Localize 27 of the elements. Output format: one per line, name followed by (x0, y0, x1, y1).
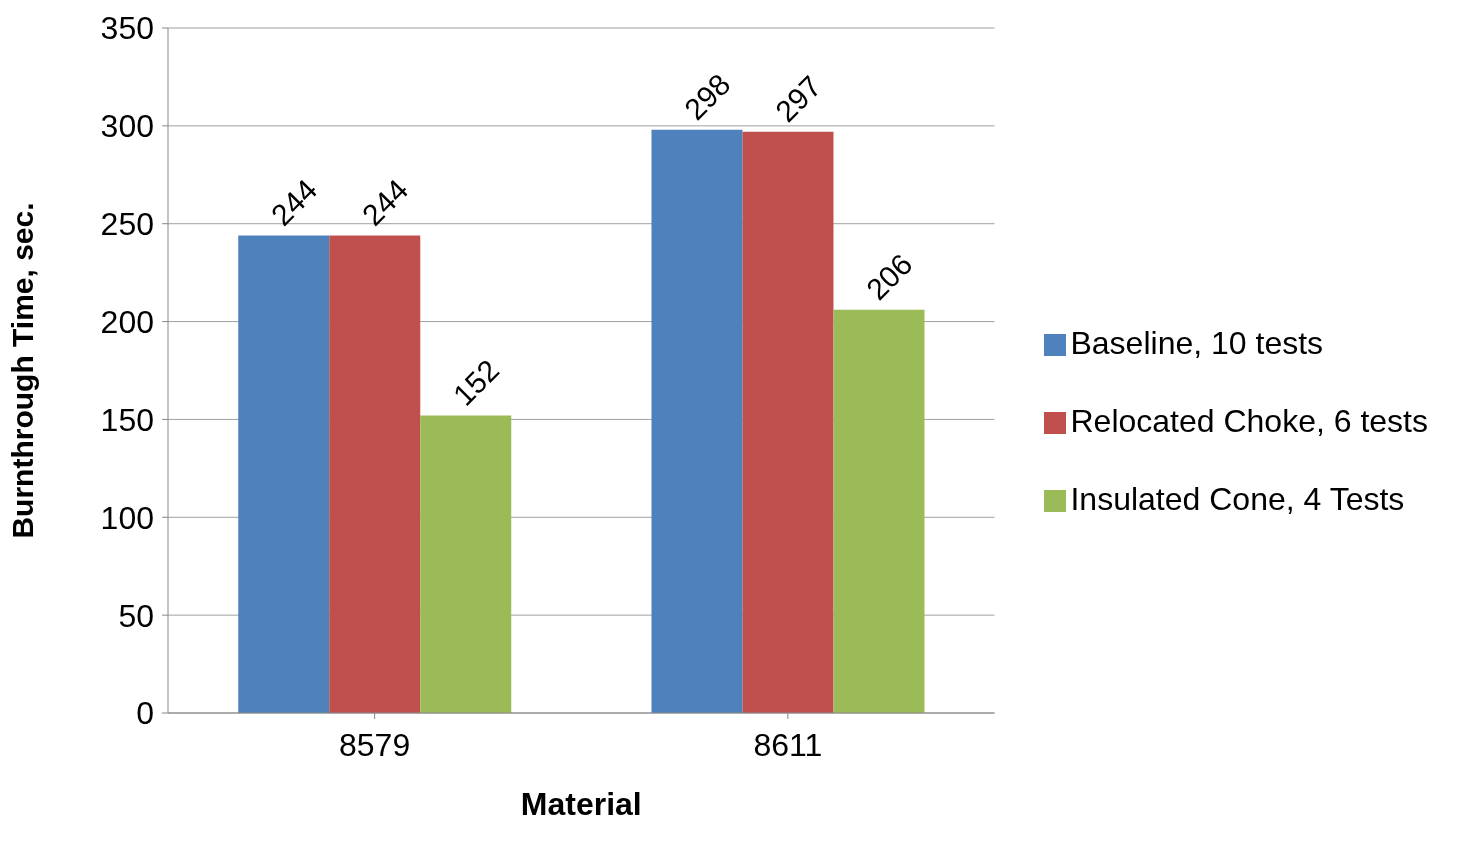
y-tick-label: 150 (100, 401, 154, 438)
y-tick-label: 250 (100, 206, 154, 243)
x-axis-title: Material (520, 786, 642, 822)
legend-label: Insulated Cone, 4 Tests (1070, 480, 1405, 517)
y-tick-label: 350 (100, 10, 154, 47)
bar (238, 235, 330, 713)
data-label: 298 (677, 67, 737, 127)
bar (651, 129, 743, 713)
data-label: 244 (355, 172, 415, 232)
x-tick-label: 8579 (339, 726, 411, 763)
data-label: 152 (446, 353, 506, 412)
data-label: 244 (264, 172, 324, 232)
y-tick-label: 100 (100, 499, 154, 536)
x-tick-label: 8611 (753, 726, 823, 763)
y-tick-label: 200 (100, 303, 154, 340)
data-label: 297 (768, 69, 828, 128)
y-tick-label: 0 (136, 695, 154, 732)
y-tick-label: 300 (100, 108, 154, 145)
legend-label: Relocated Choke, 6 tests (1070, 402, 1428, 439)
bar (329, 235, 421, 713)
bar (742, 131, 834, 713)
y-tick-label: 50 (118, 597, 154, 634)
bar (420, 415, 512, 713)
legend-label: Baseline, 10 tests (1070, 324, 1324, 361)
bar (833, 309, 925, 713)
data-label: 206 (859, 247, 919, 307)
y-axis-title: Burnthrough Time, sec. (5, 202, 39, 539)
